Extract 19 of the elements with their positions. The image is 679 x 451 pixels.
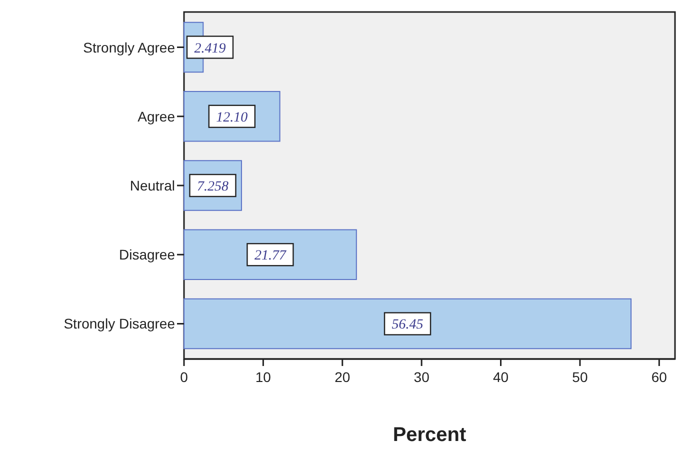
x-tick-label: 30 [414, 369, 430, 385]
y-tick-label: Neutral [130, 178, 175, 194]
x-axis-title: Percent [392, 424, 467, 446]
data-label: 21.77 [254, 248, 287, 264]
data-label: 56.45 [392, 318, 424, 333]
x-tick-label: 60 [651, 369, 668, 385]
x-tick-label: 20 [334, 369, 350, 385]
y-tick-label: Strongly Disagree [64, 316, 176, 332]
x-tick-label: 50 [572, 369, 588, 385]
bar [184, 298, 632, 350]
y-tick-label: Agree [138, 108, 176, 124]
y-tick-label: Strongly Agree [83, 39, 176, 56]
x-tick-label: 10 [255, 369, 272, 385]
data-label: 2.419 [194, 41, 226, 56]
data-label: 12.10 [216, 110, 248, 126]
x-tick-label: 0 [180, 369, 188, 385]
data-label: 7.258 [196, 180, 228, 194]
x-tick-label: 40 [492, 369, 509, 385]
y-tick-label: Disagree [118, 246, 176, 263]
